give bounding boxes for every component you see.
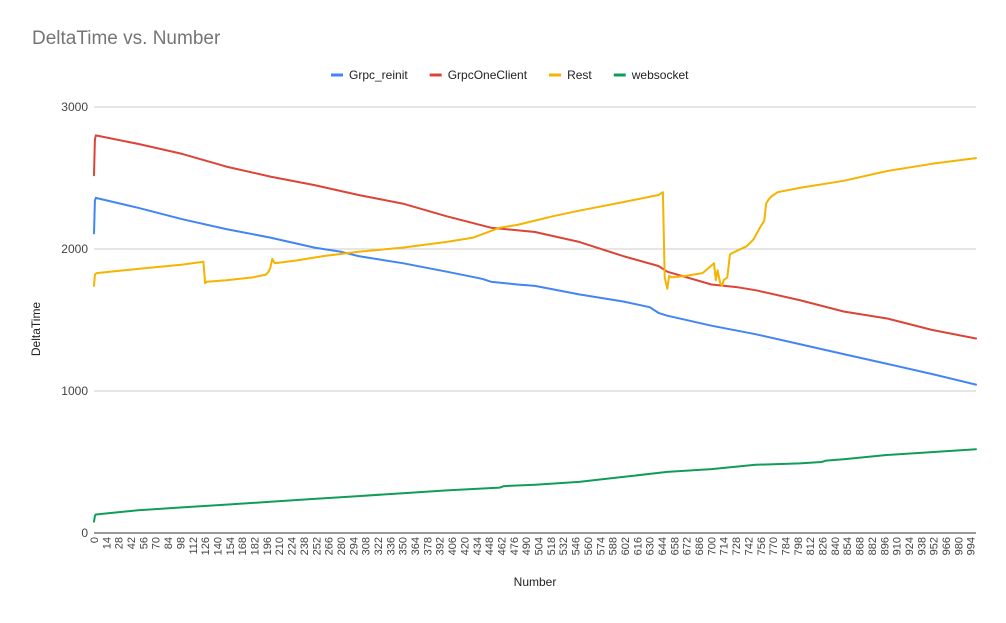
x-tick-label: 994 xyxy=(966,537,978,555)
x-tick-label: 896 xyxy=(879,537,891,555)
x-tick-label: 910 xyxy=(892,537,904,555)
x-tick-label: 0 xyxy=(89,537,101,543)
x-tick-label: 406 xyxy=(447,537,459,555)
x-tick-label: 686 xyxy=(694,537,706,555)
x-tick-label: 42 xyxy=(126,537,138,549)
x-tick-label: 938 xyxy=(916,537,928,555)
x-tick-label: 854 xyxy=(842,537,854,555)
legend-label: Rest xyxy=(567,68,592,82)
x-tick-label: 420 xyxy=(459,537,471,555)
x-tick-label: 196 xyxy=(262,537,274,555)
x-tick-label: 756 xyxy=(756,537,768,555)
x-tick-label: 350 xyxy=(398,537,410,555)
x-tick-label: 742 xyxy=(743,537,755,555)
x-tick-label: 308 xyxy=(361,537,373,555)
x-tick-label: 294 xyxy=(348,537,360,555)
x-tick-label: 868 xyxy=(855,537,867,555)
x-tick-label: 490 xyxy=(521,537,533,555)
x-tick-label: 182 xyxy=(250,537,262,555)
y-tick-label: 0 xyxy=(81,526,88,540)
x-tick-label: 560 xyxy=(583,537,595,555)
series-line-grpc-reinit xyxy=(93,196,977,386)
x-tick-label: 770 xyxy=(768,537,780,555)
x-tick-label: 252 xyxy=(311,537,323,555)
x-axis-title: Number xyxy=(514,575,557,589)
x-tick-label: 728 xyxy=(731,537,743,555)
x-tick-label: 700 xyxy=(706,537,718,555)
x-tick-label: 462 xyxy=(496,537,508,555)
x-tick-label: 714 xyxy=(719,537,731,555)
x-tick-label: 112 xyxy=(188,537,200,555)
x-tick-label: 84 xyxy=(163,537,175,549)
x-tick-label: 966 xyxy=(941,537,953,555)
x-tick-label: 812 xyxy=(805,537,817,555)
y-axis-title: DeltaTime xyxy=(29,302,43,357)
series-line-websocket xyxy=(93,448,977,523)
y-tick-label: 2000 xyxy=(61,242,88,256)
x-tick-label: 266 xyxy=(324,537,336,555)
x-tick-label: 630 xyxy=(645,537,657,555)
x-tick-label: 616 xyxy=(632,537,644,555)
x-tick-label: 140 xyxy=(212,537,224,555)
series-layer xyxy=(93,134,977,523)
x-tick-label: 168 xyxy=(237,537,249,555)
x-tick-label: 154 xyxy=(225,537,237,555)
x-tick-label: 364 xyxy=(410,537,422,555)
x-tick-label: 70 xyxy=(151,537,163,549)
x-tick-label: 98 xyxy=(175,537,187,549)
x-tick-label: 476 xyxy=(509,537,521,555)
series-line-grpconeclient xyxy=(93,134,977,340)
x-tick-label: 952 xyxy=(929,537,941,555)
x-tick-label: 672 xyxy=(682,537,694,555)
x-tick-label: 546 xyxy=(571,537,583,555)
x-tick-label: 336 xyxy=(385,537,397,555)
x-tick-label: 924 xyxy=(904,537,916,555)
x-tick-label: 322 xyxy=(373,537,385,555)
x-tick-label: 588 xyxy=(608,537,620,555)
legend-label: Grpc_reinit xyxy=(349,68,408,82)
x-tick-label: 448 xyxy=(484,537,496,555)
legend-label: websocket xyxy=(631,68,689,82)
y-tick-label: 3000 xyxy=(61,100,88,114)
x-tick-label: 210 xyxy=(274,537,286,555)
x-tick-label: 980 xyxy=(953,537,965,555)
x-tick-label: 798 xyxy=(793,537,805,555)
x-tick-label: 56 xyxy=(138,537,150,549)
x-tick-label: 28 xyxy=(114,537,126,549)
x-tick-label: 882 xyxy=(867,537,879,555)
y-axis-ticks: 0 1000 2000 3000 xyxy=(61,100,88,540)
x-tick-label: 574 xyxy=(595,537,607,555)
x-tick-label: 518 xyxy=(546,537,558,555)
x-tick-label: 392 xyxy=(435,537,447,555)
gridlines xyxy=(94,106,976,534)
x-tick-label: 14 xyxy=(101,537,113,549)
x-tick-label: 602 xyxy=(620,537,632,555)
x-tick-label: 224 xyxy=(287,537,299,555)
x-tick-label: 504 xyxy=(534,537,546,555)
x-tick-label: 644 xyxy=(657,537,669,555)
x-tick-label: 532 xyxy=(558,537,570,555)
x-tick-label: 434 xyxy=(472,537,484,555)
legend: Grpc_reinit GrpcOneClient Rest websocket xyxy=(331,68,689,82)
y-tick-label: 1000 xyxy=(61,384,88,398)
series-line-rest xyxy=(93,157,977,290)
x-tick-label: 126 xyxy=(200,537,212,555)
chart-title: DeltaTime vs. Number xyxy=(32,28,221,49)
legend-label: GrpcOneClient xyxy=(448,68,528,82)
x-tick-label: 280 xyxy=(336,537,348,555)
x-axis-ticks: 0 14 28 42 56 70 84 98 112 126 140 154 168 182 196 210 2… xyxy=(89,537,978,555)
x-tick-label: 378 xyxy=(422,537,434,555)
x-tick-label: 238 xyxy=(299,537,311,555)
x-tick-label: 826 xyxy=(818,537,830,555)
x-tick-label: 784 xyxy=(780,537,792,555)
x-tick-label: 840 xyxy=(830,537,842,555)
x-tick-label: 658 xyxy=(669,537,681,555)
